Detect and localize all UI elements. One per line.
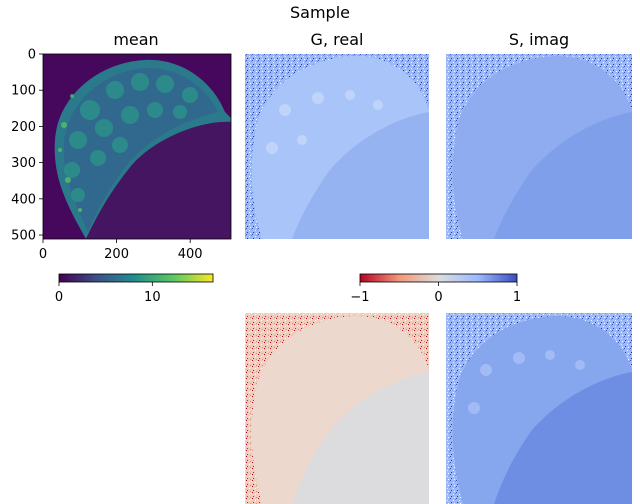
g-real-image xyxy=(245,54,429,239)
mean-colorbar: 0 10 xyxy=(55,273,214,305)
mean-xtick-label: 0 xyxy=(39,247,47,262)
mean-ytick-label: 100 xyxy=(11,84,36,99)
panel-g-real-title: G, real xyxy=(311,30,364,49)
phasor-colorbar-gradient xyxy=(359,273,518,283)
panel-bottom-left xyxy=(245,313,429,504)
panel-bottom-right xyxy=(446,313,632,504)
bottom-right-image xyxy=(446,313,632,504)
phasor-colorbar: −1 0 1 xyxy=(350,273,521,305)
mean-ytick-label: 400 xyxy=(11,192,36,207)
mean-ytick-label: 200 xyxy=(11,120,36,135)
mean-colorbar-gradient xyxy=(58,273,214,283)
mean-colorbar-tick-label: 10 xyxy=(144,290,161,305)
panel-mean-title: mean xyxy=(113,30,158,49)
phasor-colorbar-tick-label: 1 xyxy=(513,290,521,305)
panel-s-imag: S, imag xyxy=(446,30,632,239)
panel-g-real: G, real xyxy=(245,30,429,239)
mean-axes-frame xyxy=(42,53,232,240)
mean-xtick-label: 200 xyxy=(104,247,129,262)
mean-ytick-label: 300 xyxy=(11,156,36,171)
mean-ytick-label: 0 xyxy=(28,48,36,63)
panel-mean: mean 0 200 400 0 100 200 300 400 500 xyxy=(11,30,232,263)
mean-xtick-label: 400 xyxy=(178,247,203,262)
s-imag-image xyxy=(446,54,632,239)
phasor-colorbar-tick-label: 0 xyxy=(434,290,442,305)
mean-ticks: 0 200 400 0 100 200 300 400 500 xyxy=(11,48,202,263)
mean-image xyxy=(43,54,231,239)
panel-s-imag-title: S, imag xyxy=(509,30,569,49)
phasor-colorbar-ticks: −1 0 1 xyxy=(350,282,521,305)
figure-suptitle: Sample xyxy=(290,3,350,22)
mean-ytick-label: 500 xyxy=(11,229,36,244)
bottom-left-image xyxy=(245,313,429,504)
phasor-colorbar-tick-label: −1 xyxy=(350,290,369,305)
mean-colorbar-tick-label: 0 xyxy=(55,290,63,305)
mean-colorbar-ticks: 0 10 xyxy=(55,282,161,305)
